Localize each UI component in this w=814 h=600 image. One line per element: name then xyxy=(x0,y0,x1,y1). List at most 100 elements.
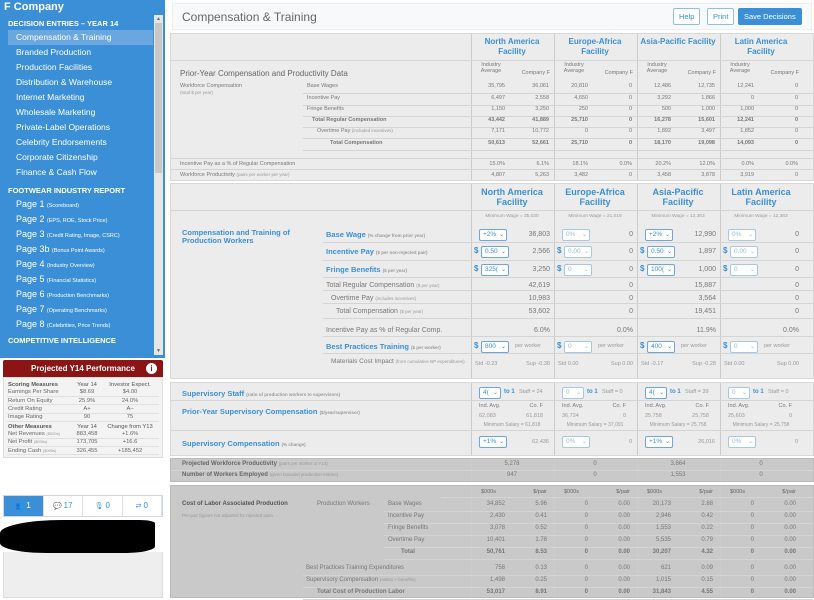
performance-cell: +185,452 xyxy=(101,446,159,456)
cost-value: 0 xyxy=(584,589,588,595)
fringe-benefits-select-value: 0 xyxy=(568,266,572,273)
row-divider xyxy=(323,242,813,243)
prior-row-label: Overtime Pay (included incentives) xyxy=(317,128,393,134)
column-divider xyxy=(637,486,638,597)
base-wage-select[interactable]: +2% ⌄ xyxy=(479,229,507,241)
fringe-benefits-select[interactable]: 0 ⌄ xyxy=(564,264,592,276)
supervisory-staff-label: Supervisory Staff (ratio of production w… xyxy=(182,389,340,398)
sidebar-report-page-6[interactable]: Page 5 (Financial Statistics) xyxy=(0,272,165,287)
sidebar-item-branded-production[interactable]: Branded Production xyxy=(16,47,92,57)
incentive-pay-select[interactable]: 0.50 ⌄ xyxy=(647,246,675,258)
report-page-label: Page 1 xyxy=(16,199,45,209)
supervisory-comp-select[interactable]: +1% ⌄ xyxy=(479,436,507,448)
prior-value: 1,000 xyxy=(701,106,715,112)
sidebar-item-production-facilities[interactable]: Production Facilities xyxy=(16,62,93,72)
sidebar-item-internet-marketing[interactable]: Internet Marketing xyxy=(16,92,85,102)
label-note: (included incentives) xyxy=(351,128,393,133)
sidebar-report-page-5[interactable]: Page 4 (Industry Overview) xyxy=(0,257,165,272)
tab-comments[interactable]: 💬 17 xyxy=(44,496,83,516)
row-divider xyxy=(384,511,813,512)
cost-value: 0.52 xyxy=(535,525,547,531)
base-wage-select[interactable]: 0% ⌄ xyxy=(728,229,756,241)
base_wage-label-text: Base Wage xyxy=(326,230,366,239)
scrollbar-thumb[interactable] xyxy=(155,23,162,173)
column-divider xyxy=(471,184,472,378)
tab-count: 0 xyxy=(105,501,110,510)
fringe-benefits-select[interactable]: 100(⌄ xyxy=(647,264,675,276)
sidebar-report-page-1[interactable]: Page 1 (Scoreboard) xyxy=(0,197,165,212)
incentive-pay-select[interactable]: 0.00 ⌄ xyxy=(730,246,758,258)
base-wage-select[interactable]: +2% ⌄ xyxy=(645,229,673,241)
sidebar-item-wholesale-marketing[interactable]: Wholesale Marketing xyxy=(16,107,96,117)
best-practices-training-select[interactable]: 800 ⌄ xyxy=(481,341,509,353)
sidebar-item-compensation-training[interactable]: Compensation & Training xyxy=(8,30,153,45)
chevron-down-icon: ⌄ xyxy=(664,232,670,238)
prior-value: 4,650 xyxy=(574,95,588,101)
scroll-down-icon[interactable]: ▼ xyxy=(156,348,161,354)
tab-microphone[interactable]: 🎙 0 xyxy=(83,496,123,516)
dollar-sign: $ xyxy=(474,264,479,273)
sidebar-report-page-8[interactable]: Page 7 (Operating Benchmarks) xyxy=(0,302,165,317)
sidebar-item-distribution-warehouse[interactable]: Distribution & Warehouse xyxy=(16,77,113,87)
incentive-pay-value: 0 xyxy=(629,248,633,255)
chevron-down-icon: ⌄ xyxy=(581,232,587,238)
tab-retweet[interactable]: ⇄ 0 xyxy=(123,496,162,516)
incentive-pay-select-value: 0.00 xyxy=(734,248,747,255)
column-divider xyxy=(471,383,472,455)
supervisory-staff-select[interactable]: 4(⌄ xyxy=(645,387,667,399)
best-practices-training-select[interactable]: 0 ⌄ xyxy=(564,341,592,353)
industry-average-header: Industry Average xyxy=(563,62,585,74)
row-divider xyxy=(323,277,813,278)
best-practices-training-select[interactable]: 0 ⌄ xyxy=(730,341,758,353)
performance-header-row: Scoring Measures Year 14 Investor Expect. xyxy=(7,380,159,388)
sidebar-report-page-4[interactable]: Page 3b (Bonus Point Awards) xyxy=(0,242,165,257)
prior-value: 12,241 xyxy=(737,117,754,123)
column-divider xyxy=(720,34,721,180)
supervisory-staff-select[interactable]: 4(⌄ xyxy=(479,387,501,399)
cost-row-label: Best Practices Training Expenditures xyxy=(306,565,404,571)
prior-value: 0 xyxy=(794,128,798,134)
per-pair-header: $/pair xyxy=(616,489,630,495)
total-regular-comp-value: 0 xyxy=(629,282,633,289)
cost-row-label: Overtime Pay xyxy=(388,537,424,543)
fringe-benefits-select[interactable]: 325(⌄ xyxy=(481,264,509,276)
fringe-benefits-select[interactable]: 0 ⌄ xyxy=(730,264,758,276)
sidebar-item-finance-cash-flow[interactable]: Finance & Cash Flow xyxy=(16,167,97,177)
report-page-label: Page 3 xyxy=(16,229,45,239)
best-practices-training-select[interactable]: 400 ⌄ xyxy=(647,341,675,353)
supervisory-comp-select[interactable]: +1% ⌄ xyxy=(645,436,673,448)
label-text: Base Wages xyxy=(307,83,338,89)
sidebar-report-page-9[interactable]: Page 8 (Celebrities, Price Trends) xyxy=(0,317,165,332)
sidebar-item-celebrity-endorsements[interactable]: Celebrity Endorsements xyxy=(16,137,107,147)
sidebar-report-page-2[interactable]: Page 2 (EPS, ROE, Stock Price) xyxy=(0,212,165,227)
column-divider xyxy=(720,184,721,378)
save-decisions-button[interactable]: Save Decisions xyxy=(738,8,802,25)
info-icon[interactable]: i xyxy=(146,363,157,374)
tab-users[interactable]: 👥 1 xyxy=(4,496,44,516)
overtime-note: (includes incentives) xyxy=(375,296,417,301)
incentive-pay-select[interactable]: 0.00 ⌄ xyxy=(564,246,592,258)
base-wage-select[interactable]: 0% ⌄ xyxy=(562,229,590,241)
competitive-intelligence-header[interactable]: COMPETITIVE INTELLIGENCE xyxy=(8,336,116,345)
prior-row-label: Fringe Benefits xyxy=(307,106,344,112)
dollar-sign: $ xyxy=(723,341,728,350)
help-button[interactable]: Help xyxy=(673,8,701,25)
incentive-pay-select[interactable]: 0.50 ⌄ xyxy=(481,246,509,258)
supervisory-staff-select[interactable]: 0 ⌄ xyxy=(728,387,750,399)
sidebar-item-private-label-operations[interactable]: Private-Label Operations xyxy=(16,122,111,132)
supervisory-comp-select[interactable]: 0% ⌄ xyxy=(728,436,756,448)
scroll-up-icon[interactable]: ▲ xyxy=(156,16,161,22)
sidebar-scrollbar[interactable]: ▲ ▼ xyxy=(154,15,163,355)
per-worker-label: per worker xyxy=(764,343,790,349)
print-button[interactable]: Print xyxy=(707,8,735,25)
incentive-label-text: Incentive Pay xyxy=(326,247,374,256)
cost-value: 0.42 xyxy=(701,513,713,519)
supervisory-comp-select[interactable]: 0% ⌄ xyxy=(562,436,590,448)
sidebar-item-corporate-citizenship[interactable]: Corporate Citizenship xyxy=(16,152,98,162)
sidebar-report-page-3[interactable]: Page 3 (Credit Rating, Image, CSRC) xyxy=(0,227,165,242)
sidebar-report-page-7[interactable]: Page 6 (Production Benchmarks) xyxy=(0,287,165,302)
cost-value: 2,430 xyxy=(489,513,505,519)
overtime-pay-value: 10,983 xyxy=(528,295,550,302)
fringe-benefits-select-value: 325( xyxy=(485,266,499,273)
supervisory-staff-select[interactable]: 0 ⌄ xyxy=(562,387,584,399)
